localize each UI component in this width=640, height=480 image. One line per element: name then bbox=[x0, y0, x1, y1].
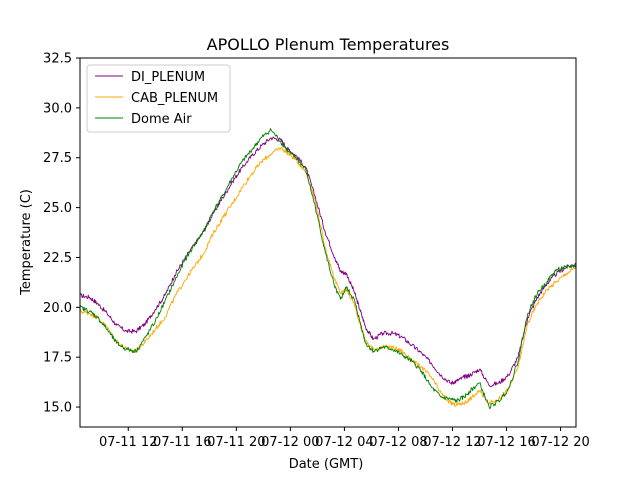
y-tick-label: 32.5 bbox=[43, 52, 72, 67]
legend-box bbox=[86, 64, 231, 133]
legend-label: CAB_PLENUM bbox=[131, 91, 218, 106]
x-tick-label: 07-11 16 bbox=[153, 435, 211, 450]
series-group bbox=[79, 128, 577, 410]
series-line-2 bbox=[79, 128, 577, 410]
x-axis-label: Date (GMT) bbox=[289, 457, 364, 472]
series-line-0 bbox=[79, 136, 576, 388]
x-tick-label: 07-12 00 bbox=[261, 435, 319, 450]
x-tick-label: 07-11 20 bbox=[207, 435, 265, 450]
y-tick-label: 20.0 bbox=[43, 301, 72, 316]
plot-frame bbox=[79, 57, 577, 428]
y-axis-label: Temperature (C) bbox=[19, 189, 34, 296]
axes-group: 15.0 17.5 20.0 22.5 25.0 27.5 30.0 32.5 07-11 12… bbox=[43, 52, 590, 451]
chart-title: APOLLO Plenum Temperatures bbox=[207, 35, 450, 54]
legend: DI_PLENUM CAB_PLENUM Dome Air bbox=[86, 64, 231, 133]
x-tick-label: 07-12 20 bbox=[531, 435, 589, 450]
x-tick-label: 07-12 12 bbox=[423, 435, 481, 450]
y-tick-label: 30.0 bbox=[43, 101, 72, 116]
x-tick-label: 07-12 04 bbox=[315, 435, 373, 450]
x-tick-label: 07-12 08 bbox=[369, 435, 427, 450]
legend-label: DI_PLENUM bbox=[131, 70, 205, 85]
y-tick-label: 22.5 bbox=[43, 251, 72, 266]
y-tick-label: 17.5 bbox=[43, 351, 72, 366]
y-tick-label: 15.0 bbox=[43, 401, 72, 416]
y-tick-label: 27.5 bbox=[43, 151, 72, 166]
legend-label: Dome Air bbox=[131, 112, 192, 127]
x-tick-label: 07-12 16 bbox=[477, 435, 535, 450]
x-tick-label: 07-11 12 bbox=[99, 435, 157, 450]
y-tick-label: 25.0 bbox=[43, 201, 72, 216]
